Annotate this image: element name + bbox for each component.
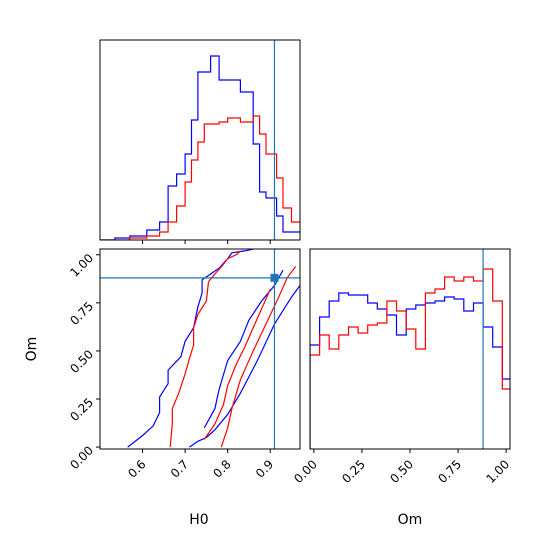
h0-histogram-series-0 [100, 55, 300, 240]
y-axis-label-om: Om [24, 337, 40, 362]
contour-line-3 [169, 250, 241, 448]
truth-marker [270, 273, 279, 282]
panel-h0-histogram [99, 39, 301, 244]
contour-line-1 [189, 285, 300, 448]
panel-h0-om-frame [99, 248, 301, 450]
om-histogram-series-0 [310, 292, 510, 449]
panel-h0-histogram-frame [99, 39, 301, 241]
contour-line-4 [220, 265, 297, 448]
om-histogram-series-1 [310, 268, 510, 449]
x-axis-label-h0: H0 [189, 512, 208, 528]
x-axis-label-om: Om [398, 512, 423, 528]
contour-line-5 [203, 289, 271, 440]
